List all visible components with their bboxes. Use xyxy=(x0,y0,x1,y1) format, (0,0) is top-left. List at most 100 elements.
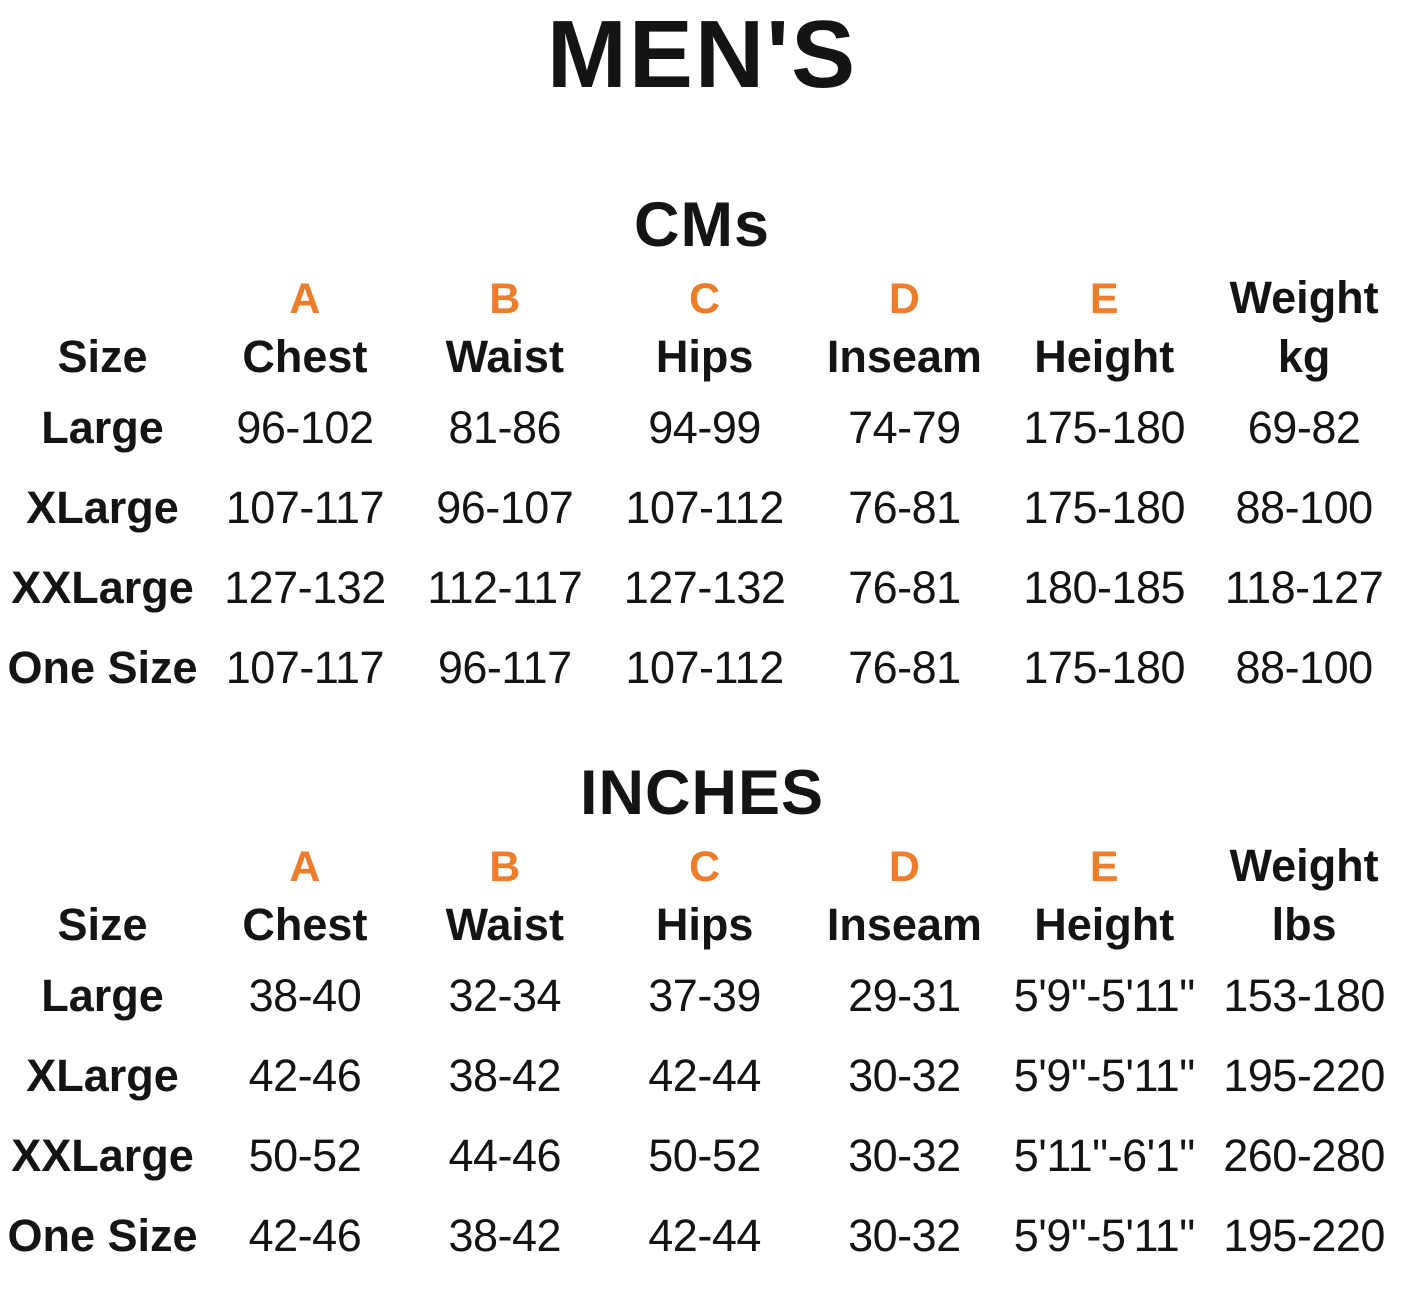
inseam-value: 76-81 xyxy=(848,561,961,613)
cm-section-title: CMs xyxy=(633,189,770,260)
column-letter-b: B xyxy=(489,843,521,892)
inseam-value: 30-32 xyxy=(848,1050,961,1102)
column-letter-a: A xyxy=(289,843,321,892)
hips-column-header: Hips xyxy=(655,899,754,951)
chest-value: 38-40 xyxy=(248,970,362,1022)
inseam-column-header: Inseam xyxy=(826,899,982,951)
hips-column-header: Hips xyxy=(655,330,754,382)
waist-value: 38-42 xyxy=(448,1050,562,1102)
inches-section-title: INCHES xyxy=(579,757,825,828)
size-chart-sheet: MEN'S CMs A B C D E Weight Size xyxy=(0,4,1404,1296)
height-value: 5'9"-5'11" xyxy=(1013,1210,1195,1262)
size-cell: Large xyxy=(41,401,164,453)
size-cell: XLarge xyxy=(26,481,179,533)
hips-value: 37-39 xyxy=(648,970,761,1022)
height-value: 175-180 xyxy=(1023,641,1186,693)
size-cell: XLarge xyxy=(26,1050,179,1102)
height-value: 5'9"-5'11" xyxy=(1013,1050,1195,1102)
weight-value: 118-127 xyxy=(1224,561,1384,613)
inches-section: INCHES A B C D E Weight Size Chest xyxy=(0,760,1404,1276)
chest-value: 42-46 xyxy=(248,1050,362,1102)
hips-value: 127-132 xyxy=(623,561,786,613)
hips-value: 42-44 xyxy=(648,1050,761,1102)
cm-label-row: Size Chest Waist Hips Inseam Height kg xyxy=(0,326,1404,388)
hips-value: 107-112 xyxy=(625,641,784,693)
weight-value: 69-82 xyxy=(1247,401,1361,453)
size-row-onesize: One Size 107-117 96-117 107-112 76-81 17… xyxy=(0,628,1404,708)
page-title: MEN'S xyxy=(546,1,858,108)
waist-column-header: Waist xyxy=(445,330,564,382)
waist-value: 32-34 xyxy=(448,970,562,1022)
weight-unit-header: lbs xyxy=(1271,899,1337,951)
chest-column-header: Chest xyxy=(242,899,368,951)
waist-value: 96-117 xyxy=(437,641,572,693)
height-value: 5'9"-5'11" xyxy=(1013,970,1195,1022)
inseam-value: 76-81 xyxy=(848,481,961,533)
size-row-xxlarge: XXLarge 127-132 112-117 127-132 76-81 18… xyxy=(0,548,1404,628)
waist-value: 44-46 xyxy=(448,1130,562,1182)
inches-label-row: Size Chest Waist Hips Inseam Height lbs xyxy=(0,894,1404,956)
column-letter-d: D xyxy=(888,843,920,892)
cm-size-table: A B C D E Weight Size Chest Waist Hips I… xyxy=(0,266,1404,708)
height-column-header: Height xyxy=(1034,330,1175,382)
size-row-xlarge: XLarge 42-46 38-42 42-44 30-32 5'9"-5'11… xyxy=(0,1036,1404,1116)
weight-value: 195-220 xyxy=(1223,1210,1385,1262)
weight-value: 153-180 xyxy=(1223,970,1385,1022)
size-column-header: Size xyxy=(57,899,148,951)
size-cell: XXLarge xyxy=(11,1130,194,1182)
chest-value: 50-52 xyxy=(248,1130,362,1182)
cm-section: CMs A B C D E Weight Size Chest xyxy=(0,192,1404,708)
weight-header-label: Weight xyxy=(1229,840,1379,892)
column-letter-c: C xyxy=(689,843,721,892)
size-row-large: Large 96-102 81-86 94-99 74-79 175-180 6… xyxy=(0,388,1404,468)
inseam-value: 74-79 xyxy=(848,401,961,453)
waist-value: 38-42 xyxy=(448,1210,562,1262)
height-column-header: Height xyxy=(1034,899,1175,951)
inseam-value: 30-32 xyxy=(848,1210,961,1262)
weight-value: 88-100 xyxy=(1235,641,1374,693)
hips-value: 107-112 xyxy=(625,481,784,533)
size-cell: One Size xyxy=(7,1210,198,1262)
hips-value: 94-99 xyxy=(648,401,761,453)
column-letter-a: A xyxy=(289,274,321,323)
column-letter-c: C xyxy=(689,274,721,323)
size-row-onesize: One Size 42-46 38-42 42-44 30-32 5'9"-5'… xyxy=(0,1196,1404,1276)
weight-value: 260-280 xyxy=(1223,1130,1385,1182)
chest-value: 107-117 xyxy=(225,641,385,693)
waist-column-header: Waist xyxy=(445,899,564,951)
chest-column-header: Chest xyxy=(242,330,368,382)
cm-letter-row: A B C D E Weight xyxy=(0,266,1404,326)
height-value: 175-180 xyxy=(1023,401,1186,453)
spacer-cell xyxy=(0,266,205,326)
inches-size-table: A B C D E Weight Size Chest Waist Hips I… xyxy=(0,834,1404,1276)
inseam-value: 29-31 xyxy=(848,970,961,1022)
chest-value: 96-102 xyxy=(236,401,374,453)
column-letter-e: E xyxy=(1089,843,1119,892)
size-column-header: Size xyxy=(57,330,148,382)
inseam-column-header: Inseam xyxy=(826,330,982,382)
inches-letter-row: A B C D E Weight xyxy=(0,834,1404,894)
chest-value: 107-117 xyxy=(225,481,385,533)
chest-value: 127-132 xyxy=(224,561,386,613)
hips-value: 50-52 xyxy=(648,1130,761,1182)
size-row-xlarge: XLarge 107-117 96-107 107-112 76-81 175-… xyxy=(0,468,1404,548)
size-row-xxlarge: XXLarge 50-52 44-46 50-52 30-32 5'11"-6'… xyxy=(0,1116,1404,1196)
weight-unit-header: kg xyxy=(1277,330,1331,382)
weight-header-label: Weight xyxy=(1229,271,1379,323)
size-cell: One Size xyxy=(7,641,198,693)
column-letter-b: B xyxy=(489,274,521,323)
size-cell: Large xyxy=(41,970,164,1022)
weight-value: 195-220 xyxy=(1223,1050,1385,1102)
column-letter-e: E xyxy=(1089,274,1119,323)
waist-value: 81-86 xyxy=(448,401,562,453)
height-value: 180-185 xyxy=(1023,561,1186,613)
hips-value: 42-44 xyxy=(648,1210,761,1262)
inseam-value: 76-81 xyxy=(848,641,961,693)
chest-value: 42-46 xyxy=(248,1210,362,1262)
spacer-cell xyxy=(0,834,205,894)
weight-value: 88-100 xyxy=(1235,481,1374,533)
height-value: 5'11"-6'1" xyxy=(1013,1130,1195,1182)
inseam-value: 30-32 xyxy=(848,1130,961,1182)
height-value: 175-180 xyxy=(1023,481,1186,533)
size-row-large: Large 38-40 32-34 37-39 29-31 5'9"-5'11"… xyxy=(0,956,1404,1036)
